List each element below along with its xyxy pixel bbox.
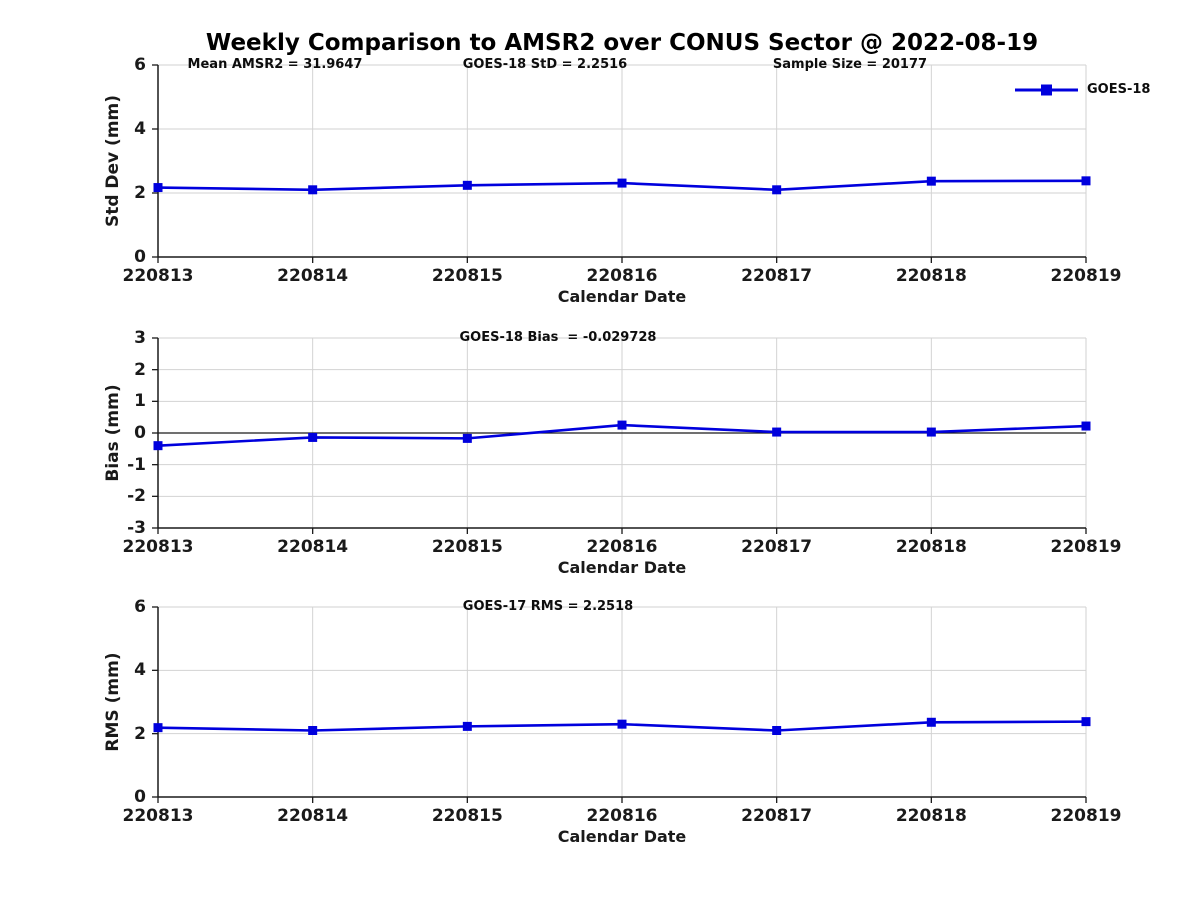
yaxis-label-rms: RMS (mm) <box>103 652 123 752</box>
x-tick-label: 220815 <box>431 537 503 557</box>
y-tick-label: 4 <box>134 660 146 681</box>
data-point-marker <box>1081 717 1091 727</box>
data-point-marker <box>153 441 163 451</box>
x-tick-label: 220817 <box>741 266 813 286</box>
y-tick-label: 0 <box>134 423 146 443</box>
legend-label: GOES-18 <box>1087 82 1151 97</box>
y-tick-label: 6 <box>134 55 146 75</box>
x-tick-label: 220814 <box>277 266 349 286</box>
data-point-marker <box>308 726 318 735</box>
x-tick-label: 220818 <box>895 266 967 286</box>
x-tick-label: 220819 <box>1050 806 1122 826</box>
xaxis-label-stddev: Calendar Date <box>557 287 687 306</box>
x-tick-label: 220818 <box>895 537 967 557</box>
data-point-marker <box>772 726 782 735</box>
data-point-marker <box>462 721 472 731</box>
x-tick-label: 220816 <box>586 806 658 826</box>
x-tick-label: 220815 <box>431 266 503 286</box>
x-tick-label: 220819 <box>1050 537 1122 557</box>
y-tick-label: 4 <box>134 119 146 139</box>
xaxis-label-rms: Calendar Date <box>557 827 687 846</box>
y-tick-label: 0 <box>134 787 146 807</box>
y-tick-label: -1 <box>127 454 146 475</box>
annotation-mean-amsr2: Mean AMSR2 = 31.9647 <box>187 57 363 72</box>
yaxis-label-bias: Bias (mm) <box>103 384 123 482</box>
data-point-marker <box>926 717 936 727</box>
data-point-marker <box>617 420 627 430</box>
data-point-marker <box>153 723 163 733</box>
data-point-marker <box>153 183 163 193</box>
annotation-sample-size: Sample Size = 20177 <box>772 57 928 72</box>
y-tick-label: 6 <box>134 597 146 617</box>
data-point-marker <box>462 180 472 190</box>
y-tick-label: 2 <box>134 359 146 380</box>
x-tick-label: 220815 <box>431 806 503 826</box>
data-point-marker <box>617 719 627 729</box>
data-point-marker <box>1081 176 1091 186</box>
data-point-marker <box>926 176 936 186</box>
y-tick-label: 3 <box>134 328 146 348</box>
x-tick-label: 220817 <box>741 537 813 557</box>
data-point-marker <box>308 432 318 442</box>
figure-title: Weekly Comparison to AMSR2 over CONUS Se… <box>205 30 1039 56</box>
annotation-goes18-bias: GOES-18 Bias = -0.029728 <box>459 330 657 345</box>
x-tick-label: 220816 <box>586 266 658 286</box>
data-point-marker <box>617 178 627 188</box>
x-tick-label: 220813 <box>122 537 194 557</box>
annotation-goes17-rms: GOES-17 RMS = 2.2518 <box>462 599 634 614</box>
data-point-marker <box>1081 421 1091 431</box>
annotation-goes18-std: GOES-18 StD = 2.2516 <box>462 57 628 72</box>
data-point-marker <box>308 185 318 195</box>
data-point-marker <box>772 427 782 437</box>
y-tick-label: -3 <box>127 518 146 538</box>
x-tick-label: 220818 <box>895 806 967 826</box>
legend-marker <box>1041 84 1052 96</box>
y-tick-label: -2 <box>127 486 146 507</box>
x-tick-label: 220814 <box>277 537 349 557</box>
x-tick-label: 220813 <box>122 266 194 286</box>
yaxis-label-stddev: Std Dev (mm) <box>103 94 123 228</box>
xaxis-label-bias: Calendar Date <box>557 558 687 577</box>
data-point-marker <box>462 433 472 443</box>
y-tick-label: 0 <box>134 247 146 267</box>
y-tick-label: 1 <box>134 391 146 412</box>
y-tick-label: 2 <box>134 183 146 203</box>
data-point-marker <box>926 427 936 437</box>
x-tick-label: 220816 <box>586 537 658 557</box>
x-tick-label: 220814 <box>277 806 349 826</box>
x-tick-label: 220817 <box>741 806 813 826</box>
x-tick-label: 220819 <box>1050 266 1122 286</box>
y-tick-label: 2 <box>134 723 146 744</box>
x-tick-label: 220813 <box>122 806 194 826</box>
data-point-marker <box>772 185 782 195</box>
